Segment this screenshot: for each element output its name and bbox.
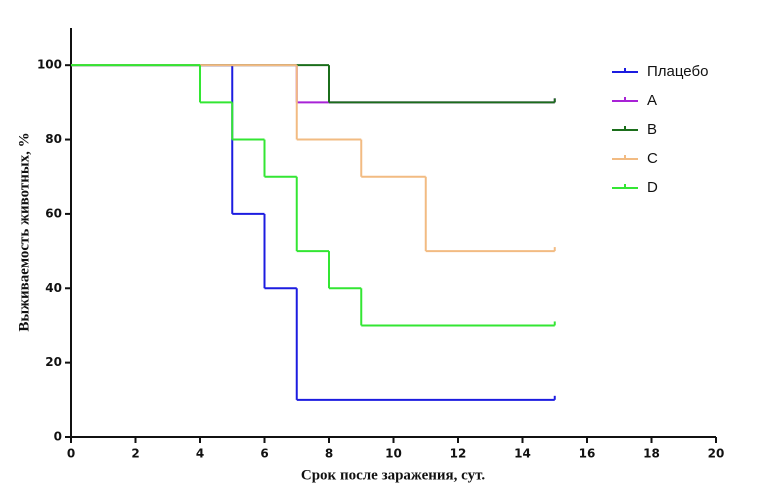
y-tick-label: 80 [45, 132, 62, 146]
x-tick-label: 10 [385, 447, 402, 461]
x-tick-label: 12 [450, 447, 467, 461]
legend-label: Плацебо [647, 63, 708, 80]
y-tick-label: 0 [54, 430, 62, 444]
x-tick-label: 4 [196, 447, 204, 461]
x-tick-label: 18 [643, 447, 660, 461]
y-tick-label: 20 [45, 355, 62, 369]
y-tick-label: 60 [45, 206, 62, 220]
x-tick-label: 6 [260, 447, 268, 461]
x-tick-label: 0 [67, 447, 75, 461]
legend-label: C [647, 150, 658, 167]
x-axis-title: Срок после заражения, сут. [301, 467, 485, 483]
x-tick-label: 8 [325, 447, 333, 461]
y-axis-title: Выживаемость животных, % [16, 132, 32, 331]
y-tick-label: 40 [45, 281, 62, 295]
x-tick-label: 16 [579, 447, 596, 461]
x-tick-label: 14 [514, 447, 531, 461]
y-tick-label: 100 [37, 58, 62, 72]
legend-label: D [647, 179, 658, 196]
legend-label: A [647, 92, 657, 109]
x-tick-label: 20 [708, 447, 725, 461]
legend-label: B [647, 121, 657, 138]
x-tick-label: 2 [131, 447, 139, 461]
